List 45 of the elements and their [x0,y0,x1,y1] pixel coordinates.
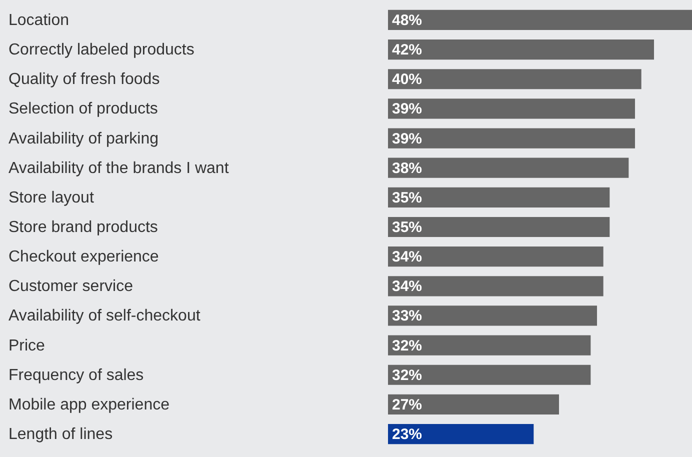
data-label: 32% [392,366,422,384]
y-tick-label: Frequency of sales [8,366,144,384]
data-label: 33% [392,308,422,325]
bar [388,39,654,60]
bar [388,276,604,296]
data-label: 34% [392,248,422,266]
data-label: 27% [392,396,422,414]
data-label: 42% [392,42,422,59]
bar [388,98,635,119]
y-tick-label: Store brand products [8,219,158,236]
data-label: 40% [392,71,422,88]
data-label: 38% [392,160,422,177]
y-tick-label: Store layout [8,189,94,206]
bar [388,424,534,444]
y-tick-label: Price [8,337,46,354]
bar [388,364,591,385]
bar [388,306,597,326]
y-tick-label: Availability of the brands I want [8,160,230,177]
y-tick-label: Correctly labeled products [8,42,194,59]
data-label: 23% [392,426,422,444]
data-label: 48% [392,12,422,29]
y-tick-label: Location [8,12,69,29]
bar [388,394,559,415]
bar [388,187,610,208]
bar [388,69,642,90]
bar [388,246,604,267]
bar [388,158,629,178]
data-label: 34% [392,278,422,296]
y-tick-label: Checkout experience [8,248,159,266]
bar [388,10,692,30]
y-tick-label: Customer service [8,278,134,296]
y-tick-label: Availability of parking [8,130,159,148]
y-tick-label: Mobile app experience [8,396,170,414]
data-label: 35% [392,219,422,236]
data-label: 32% [392,337,422,354]
bar [388,216,610,238]
data-label: 35% [392,189,422,206]
data-label: 39% [392,130,422,148]
data-label: 39% [392,100,422,118]
y-tick-label: Length of lines [8,426,113,444]
bar [388,335,591,356]
bar [388,128,635,148]
y-tick-label: Availability of self-checkout [8,308,201,325]
y-tick-label: Selection of products [8,100,158,118]
y-tick-label: Quality of fresh foods [8,71,160,88]
